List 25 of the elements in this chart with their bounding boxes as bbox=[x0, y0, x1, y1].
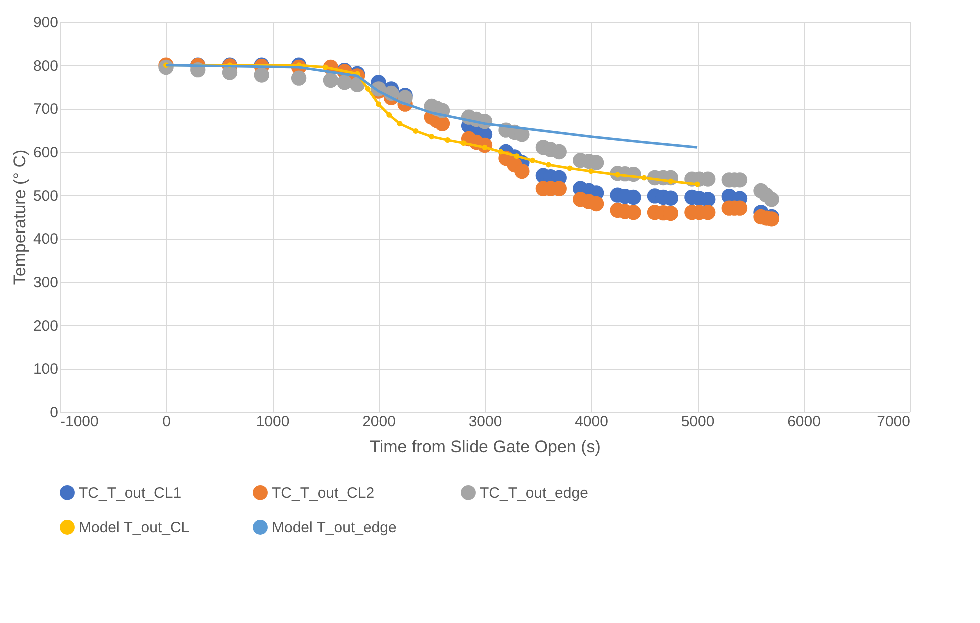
y-tick-label: 700 bbox=[33, 101, 58, 118]
y-axis-title: Temperature (° C) bbox=[10, 150, 30, 286]
legend-label: Model T_out_CL bbox=[79, 520, 190, 536]
legend-label: TC_T_out_CL2 bbox=[272, 484, 375, 502]
x-tick-label: 1000 bbox=[256, 414, 290, 430]
x-tick-label: 3000 bbox=[468, 414, 502, 430]
y-tick-label: 300 bbox=[33, 274, 58, 292]
y-tick-label: 800 bbox=[33, 58, 58, 75]
x-tick-label: 2000 bbox=[362, 414, 396, 430]
y-tick-label: 200 bbox=[33, 318, 58, 335]
x-tick-label: 5000 bbox=[681, 414, 715, 430]
x-tick-label: 4000 bbox=[575, 414, 608, 430]
legend-label: TC_T_out_edge bbox=[480, 484, 588, 502]
y-tick-label: 500 bbox=[33, 188, 58, 205]
x-tick-label: -1000 bbox=[60, 414, 99, 430]
y-tick-label: 400 bbox=[33, 231, 58, 248]
y-tick-label: 600 bbox=[33, 144, 58, 162]
y-tick-label: 100 bbox=[33, 361, 58, 378]
y-tick-label: 900 bbox=[33, 14, 58, 32]
x-tick-label: 6000 bbox=[788, 414, 821, 430]
x-axis-title: Time from Slide Gate Open (s) bbox=[370, 438, 601, 456]
legend-label: Model T_out_edge bbox=[272, 520, 397, 536]
x-tick-label: 7000 bbox=[877, 414, 910, 430]
x-tick-label: 0 bbox=[162, 414, 171, 430]
legend-label: TC_T_out_CL1 bbox=[79, 484, 182, 502]
